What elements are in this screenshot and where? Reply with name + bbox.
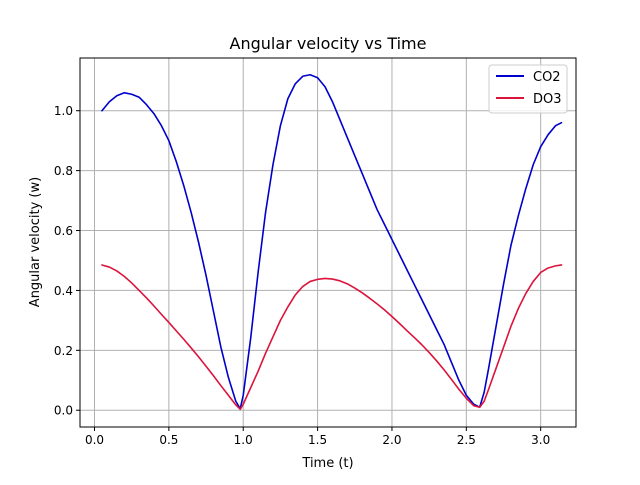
x-axis-label: Time (t) [301,456,353,471]
x-tick-label: 3.0 [531,433,550,447]
legend: CO2 DO3 [488,64,568,114]
y-tick-label: 1.0 [54,104,73,118]
y-tick-label: 0.0 [54,404,73,418]
y-axis-label: Angular velocity (w) [28,177,43,307]
y-axis-ticks: 0.0 0.2 0.4 0.6 0.8 1.0 [54,104,80,418]
x-axis-ticks: 0.0 0.5 1.0 1.5 2.0 2.5 3.0 [85,427,550,447]
grid-lines [80,58,576,427]
legend-label-co2: CO2 [533,70,561,85]
y-tick-label: 0.6 [54,224,73,238]
x-tick-label: 0.0 [85,433,104,447]
series-line-do3 [101,264,563,411]
y-tick-label: 0.8 [54,164,73,178]
y-tick-label: 0.4 [54,284,73,298]
x-tick-label: 2.5 [457,433,476,447]
y-tick-label: 0.2 [54,344,73,358]
series-line-co2 [101,73,563,410]
chart-title: Angular velocity vs Time [230,34,427,53]
x-tick-label: 1.0 [234,433,253,447]
plot-frame [79,57,577,428]
x-tick-label: 0.5 [159,433,178,447]
series-lines [101,73,563,411]
legend-label-do3: DO3 [533,92,562,107]
x-tick-label: 1.5 [308,433,327,447]
x-tick-label: 2.0 [382,433,401,447]
